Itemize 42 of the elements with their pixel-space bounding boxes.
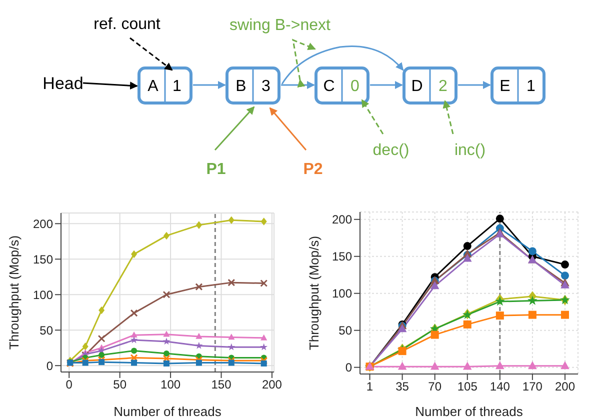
x-tick-label: 140 <box>490 380 510 394</box>
text: swing B->next <box>230 17 332 34</box>
text: B <box>236 78 246 95</box>
y-tick-label: 200 <box>332 212 352 227</box>
x-tick-label: 105 <box>457 380 478 394</box>
text: A <box>148 78 159 95</box>
y-tick-label: 150 <box>332 250 352 264</box>
x-axis-title: Number of threads <box>415 404 524 419</box>
y-tick-label: 50 <box>338 324 352 338</box>
text: 1 <box>172 78 182 95</box>
x-tick-label: 100 <box>160 378 181 392</box>
text: 2 <box>438 78 448 95</box>
text: dec() <box>372 142 410 159</box>
y-axis-title: Throughput (Mop/s) <box>306 236 322 350</box>
x-tick-label: 200 <box>554 380 576 394</box>
y-tick-label: 100 <box>332 286 352 301</box>
x-axis-title: Number of threads <box>114 404 222 419</box>
x-tick-label: 50 <box>113 378 127 392</box>
y-tick-label: 0 <box>345 360 352 375</box>
y-tick-label: 200 <box>32 216 54 231</box>
x-tick-label: 150 <box>211 378 232 392</box>
text: inc() <box>454 142 486 159</box>
y-axis-title: Throughput (Mop/s) <box>6 235 22 350</box>
text: D <box>411 78 423 95</box>
text: 1 <box>526 78 536 95</box>
y-tick-label: 50 <box>40 323 54 338</box>
text: P2 <box>303 161 323 178</box>
x-tick-label: 0 <box>66 378 73 392</box>
text: E <box>500 78 510 95</box>
text: P1 <box>206 161 226 178</box>
text: C <box>323 78 335 95</box>
x-tick-label: 70 <box>428 380 442 394</box>
y-tick-label: 100 <box>32 288 54 302</box>
x-tick-label: 35 <box>396 380 410 394</box>
x-tick-label: 170 <box>522 380 543 394</box>
y-tick-label: 0 <box>46 358 54 373</box>
text: 3 <box>262 78 271 95</box>
text: ref. count <box>94 16 161 33</box>
y-tick-label: 150 <box>32 252 54 266</box>
x-tick-label: 1 <box>366 380 374 394</box>
text: Head <box>42 74 84 93</box>
x-tick-label: 200 <box>262 378 282 392</box>
